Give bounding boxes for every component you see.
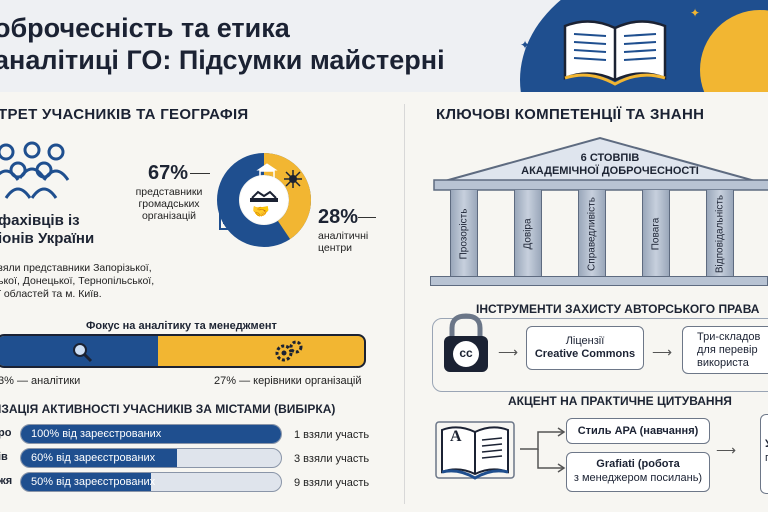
pillar-label: Повага: [650, 217, 662, 251]
city-name: жя: [0, 475, 13, 487]
city-participation-text: 3 взяли участь: [294, 453, 370, 465]
ngo-percent: 67%: [148, 162, 189, 184]
cities-title: ІЗАЦІЯ АКТИВНОСТІ УЧАСНИКІВ ЗА МІСТАМИ (…: [0, 402, 336, 416]
pillar: Прозорість: [450, 190, 478, 278]
pillar: Повага: [642, 190, 670, 278]
page-title: оброчесність та етика аналітиці ГО: Підсу…: [0, 13, 445, 75]
people-group-icon: [0, 141, 70, 199]
city-participation-text: 1 взяли участь: [294, 429, 370, 441]
gears-icon: [275, 340, 303, 362]
cc-lock-icon: [444, 313, 488, 372]
city-activity-fill: 50% від зареєстрованих: [21, 473, 155, 491]
centers-percent: 28%: [318, 206, 359, 228]
focus-title: Фокус на аналітику та менеджмент: [86, 320, 277, 332]
cc-symbol: cc: [459, 346, 473, 360]
pillar: Відповідальність: [706, 190, 734, 278]
magnifier-icon: [73, 343, 93, 363]
header-banner: оброчесність та етика аналітиці ГО: Підсу…: [0, 0, 768, 92]
office-building-icon: [219, 211, 235, 230]
temple-base: [430, 276, 768, 286]
pediment-text: 6 СТОВПІВ АКАДЕМІЧНОЇ ДОБРОЧЕСНОСТІ: [521, 152, 699, 177]
pillar-label: Довіра: [522, 218, 534, 250]
column-divider: [404, 104, 405, 504]
tools-title: ІНСТРУМЕНТИ ЗАХИСТУ АВТОРСЬКОГО ПРАВА: [476, 302, 760, 316]
pillar: Справедливість: [578, 190, 606, 278]
city-activity-fill: 60% від зареєстрованих: [21, 449, 177, 467]
pillar-label: Прозорість: [458, 208, 470, 260]
focus-analytics-label: 3% — аналітики: [0, 375, 81, 387]
network-icon: [284, 170, 302, 188]
plagiarism-check-box: Три-складов для перевір використа: [682, 326, 768, 374]
arrow-icon: ⟶: [652, 344, 673, 360]
pillar: Довіра: [514, 190, 542, 278]
citation-title: АКЦЕНТ НА ПРАКТИЧНЕ ЦИТУВАННЯ: [508, 394, 732, 408]
left-section-title: ТРЕТ УЧАСНИКІВ ТА ГЕОГРАФІЯ: [0, 106, 249, 123]
arrow-icon: ⟶: [716, 442, 737, 458]
sparkle-icon: ✦: [690, 6, 701, 20]
city-name: ів: [0, 451, 8, 463]
handshake-icon: 🤝: [252, 203, 270, 219]
city-activity-bar: 100% від зареєстрованих: [20, 424, 282, 444]
city-activity-bar: 60% від зареєстрованих: [20, 448, 282, 468]
book-citation-icon: [435, 421, 515, 480]
focus-managers-label: 27% — керівники організацій: [214, 375, 362, 387]
cc-license-box: Ліцензії Creative Commons: [526, 326, 644, 370]
apa-style-box: Стиль APA (навчання): [566, 418, 710, 444]
focus-bar: [0, 334, 366, 368]
branch-arrows-icon: [520, 427, 566, 473]
pillar-label: Справедливість: [586, 197, 598, 271]
pillar-label: Відповідальність: [714, 194, 726, 274]
sparkle-icon: ✦: [520, 38, 531, 52]
arrow-icon: ⟶: [498, 344, 519, 360]
centers-label: аналітичні центри: [318, 230, 369, 254]
open-book-icon: [563, 20, 667, 86]
city-activity-fill: 100% від зареєстрованих: [21, 425, 281, 443]
experts-count-text: фахівців із іонів України: [0, 212, 95, 247]
ngo-pointer-line: [190, 173, 210, 174]
ngo-label: представники громадських організацій: [135, 186, 203, 222]
grafiati-box: Grafiati (робота з менеджером посилань): [566, 452, 710, 492]
city-activity-bar: 50% від зареєстрованих: [20, 472, 282, 492]
participants-donut-chart: [217, 153, 312, 247]
building-icon: [256, 163, 278, 181]
book-letter: A: [450, 428, 462, 445]
right-section-title: КЛЮЧОВІ КОМПЕТЕНЦІЇ ТА ЗНАНН: [436, 106, 705, 123]
tools-frame: [432, 318, 768, 392]
city-participation-text: 9 взяли участь: [294, 477, 370, 489]
university-box: Унп: [760, 414, 768, 494]
regions-text: зяли представники Запорізької, ької, Дон…: [0, 262, 155, 300]
city-name: ро: [0, 427, 12, 439]
centers-pointer-line: [358, 217, 376, 218]
